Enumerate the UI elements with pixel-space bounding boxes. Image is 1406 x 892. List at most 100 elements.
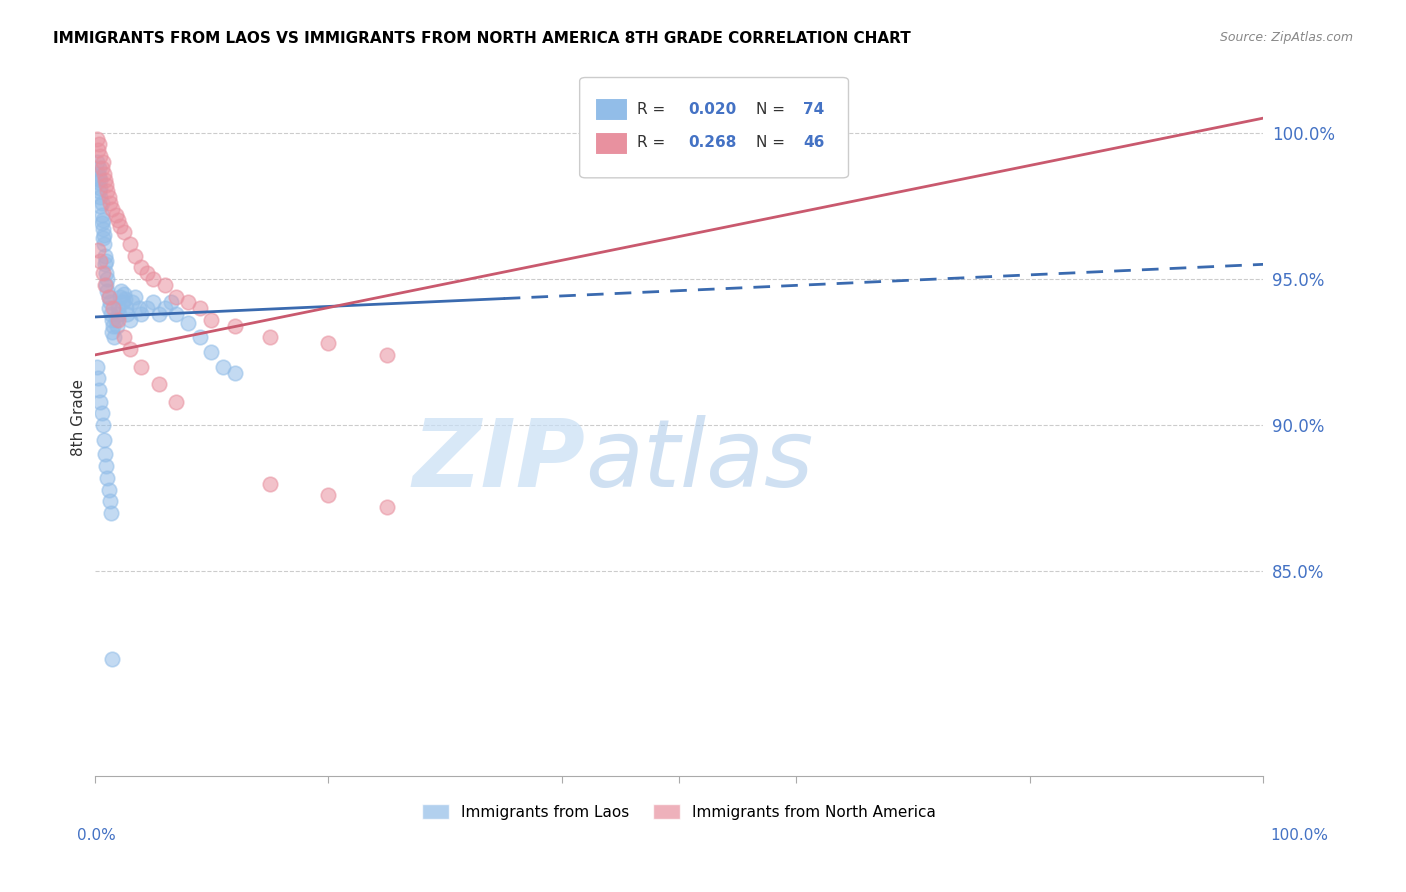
Point — [96, 178, 118, 193]
Point — [165, 289, 187, 303]
Point — [101, 325, 124, 339]
Point — [118, 342, 141, 356]
Point — [90, 161, 112, 175]
Point — [94, 249, 117, 263]
Point — [89, 172, 111, 186]
Point — [124, 249, 146, 263]
Text: N =: N = — [756, 102, 790, 117]
Point — [108, 307, 131, 321]
Point — [142, 295, 165, 310]
Point — [91, 213, 114, 227]
Point — [90, 195, 112, 210]
Point — [165, 307, 187, 321]
Point — [131, 359, 153, 374]
Text: 46: 46 — [803, 136, 824, 150]
Point — [89, 161, 111, 175]
Point — [136, 266, 159, 280]
Text: 0.268: 0.268 — [689, 136, 737, 150]
Point — [97, 301, 120, 316]
Point — [103, 330, 125, 344]
Point — [100, 307, 122, 321]
Point — [142, 272, 165, 286]
Point — [110, 289, 132, 303]
Text: atlas: atlas — [585, 416, 814, 507]
Point — [136, 301, 159, 316]
Point — [93, 433, 115, 447]
Point — [96, 471, 118, 485]
Point — [86, 131, 108, 145]
Point — [110, 219, 132, 234]
Point — [101, 313, 124, 327]
Point — [93, 236, 115, 251]
Point — [91, 222, 114, 236]
Point — [159, 295, 181, 310]
Point — [96, 266, 118, 280]
Point — [97, 483, 120, 497]
Point — [96, 254, 118, 268]
Point — [90, 208, 112, 222]
Point — [114, 293, 136, 307]
Point — [177, 316, 200, 330]
Point — [91, 418, 114, 433]
Point — [131, 260, 153, 275]
Point — [188, 330, 211, 344]
Text: R =: R = — [637, 136, 671, 150]
Point — [89, 190, 111, 204]
Point — [91, 266, 114, 280]
Point — [259, 476, 281, 491]
Point — [115, 301, 138, 316]
Point — [94, 447, 117, 461]
Point — [101, 202, 124, 216]
Point — [97, 190, 120, 204]
Point — [105, 318, 128, 333]
Point — [89, 137, 111, 152]
Point — [87, 167, 110, 181]
Point — [110, 284, 132, 298]
Point — [91, 155, 114, 169]
Point — [212, 359, 235, 374]
Y-axis label: 8th Grade: 8th Grade — [72, 379, 86, 457]
Point — [107, 301, 129, 316]
Point — [97, 289, 120, 303]
Text: N =: N = — [756, 136, 790, 150]
Point — [118, 313, 141, 327]
Text: 0.020: 0.020 — [689, 102, 737, 117]
Point — [86, 155, 108, 169]
Point — [86, 359, 108, 374]
Point — [318, 336, 340, 351]
Text: Source: ZipAtlas.com: Source: ZipAtlas.com — [1219, 31, 1353, 45]
Point — [188, 301, 211, 316]
Point — [89, 199, 111, 213]
Point — [112, 225, 135, 239]
Point — [107, 313, 129, 327]
Point — [112, 286, 135, 301]
Point — [98, 295, 121, 310]
Point — [148, 307, 170, 321]
Text: 100.0%: 100.0% — [1271, 828, 1329, 843]
FancyBboxPatch shape — [579, 78, 848, 178]
Point — [131, 307, 153, 321]
Point — [259, 330, 281, 344]
Point — [87, 176, 110, 190]
Point — [97, 289, 120, 303]
Point — [98, 494, 121, 508]
Point — [87, 371, 110, 385]
Point — [200, 345, 222, 359]
FancyBboxPatch shape — [595, 132, 627, 155]
Point — [104, 208, 127, 222]
Point — [112, 330, 135, 344]
Point — [177, 295, 200, 310]
Point — [89, 383, 111, 397]
Point — [94, 257, 117, 271]
Point — [375, 348, 398, 362]
Point — [117, 307, 139, 321]
Point — [104, 313, 127, 327]
Point — [87, 143, 110, 157]
Point — [96, 277, 118, 292]
Text: ZIP: ZIP — [412, 415, 585, 507]
Point — [148, 377, 170, 392]
Point — [93, 167, 115, 181]
Point — [224, 318, 246, 333]
Point — [87, 243, 110, 257]
Point — [94, 172, 117, 186]
